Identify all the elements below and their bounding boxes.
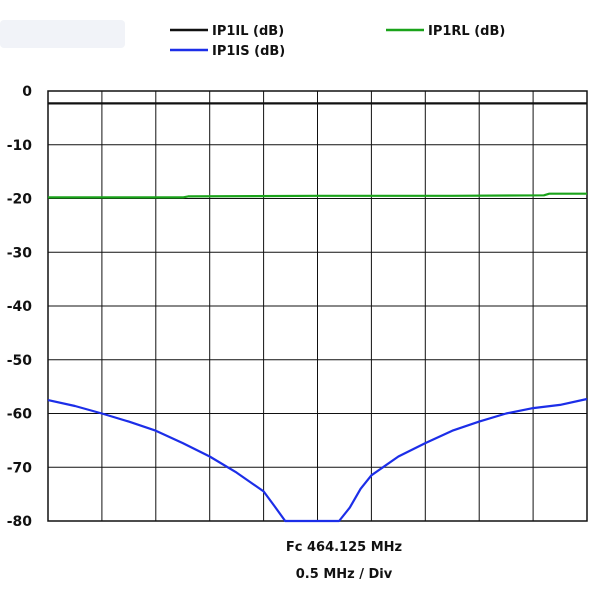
y-tick-label: -40 bbox=[7, 299, 33, 315]
gridlines bbox=[48, 91, 587, 521]
legend-label-ip1rl: IP1RL (dB) bbox=[428, 24, 505, 39]
series-line-ip1is bbox=[47, 397, 588, 523]
y-tick-label: -70 bbox=[7, 460, 33, 476]
y-tick-label: -30 bbox=[7, 245, 33, 261]
header-smear bbox=[0, 20, 125, 48]
y-tick-label: 0 bbox=[22, 84, 32, 100]
legend-label-ip1il: IP1IL (dB) bbox=[212, 24, 284, 39]
y-tick-label: -10 bbox=[7, 138, 33, 154]
y-tick-label: -80 bbox=[7, 514, 33, 530]
y-tick-labels: 0 -10 -20 -30 -40 -50 -60 -70 -80 bbox=[7, 84, 33, 530]
series-lines bbox=[47, 102, 588, 523]
footer-center-frequency: Fc 464.125 MHz bbox=[286, 540, 402, 555]
y-tick-label: -50 bbox=[7, 353, 33, 369]
legend: IP1IL (dB) IP1RL (dB) IP1IS (dB) bbox=[170, 24, 505, 59]
series-line-ip1rl bbox=[48, 192, 587, 199]
legend-label-ip1is: IP1IS (dB) bbox=[212, 44, 285, 59]
y-tick-label: -20 bbox=[7, 192, 33, 208]
footer-scale: 0.5 MHz / Div bbox=[296, 567, 393, 582]
plot-area: 0 -10 -20 -30 -40 -50 -60 -70 -80 bbox=[7, 84, 588, 530]
y-tick-label: -60 bbox=[7, 407, 33, 423]
